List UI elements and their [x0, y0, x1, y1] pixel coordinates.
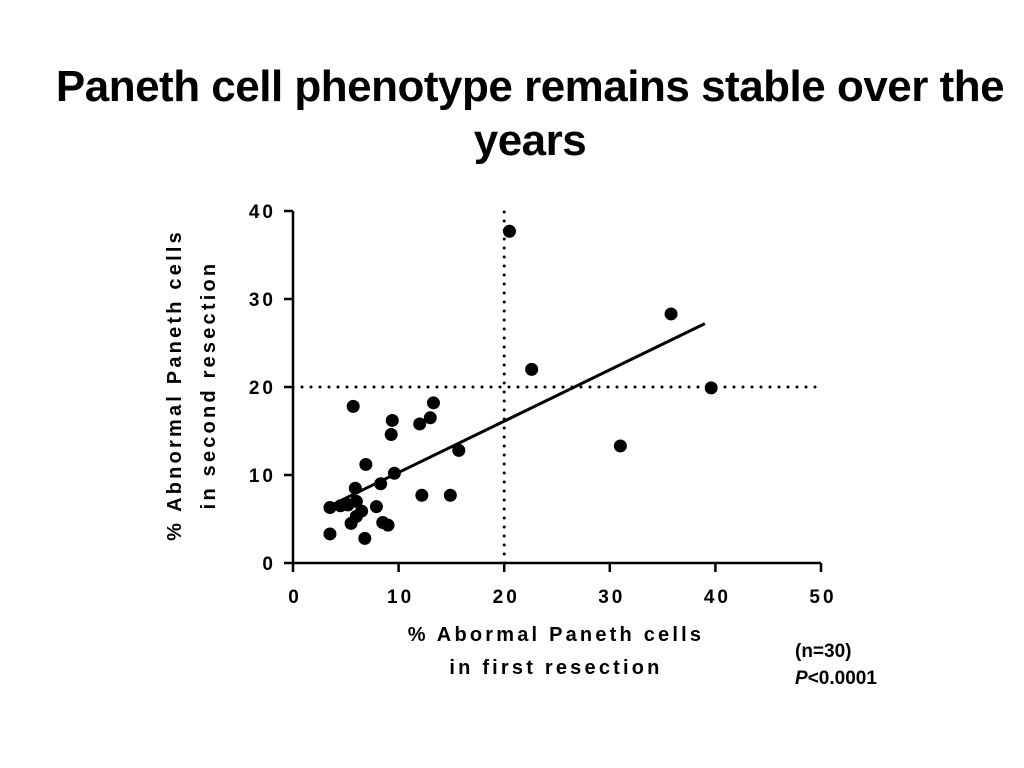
data-point — [359, 457, 373, 471]
data-point — [525, 362, 539, 376]
y-tick-label: 40 — [249, 202, 276, 223]
data-point — [443, 488, 457, 502]
reference-lines — [291, 209, 823, 565]
data-point — [385, 413, 399, 427]
data-point — [348, 481, 362, 495]
x-tick-label: 30 — [598, 587, 625, 608]
data-point — [387, 466, 401, 480]
x-axis-label-line1: % Abormal Paneth cells — [408, 624, 704, 646]
x-tick-label: 0 — [288, 587, 302, 608]
x-tick-label: 40 — [704, 587, 731, 608]
x-tick-label: 20 — [493, 587, 520, 608]
p-value: <0.0001 — [807, 668, 877, 689]
data-point — [704, 381, 718, 395]
regression-line-group — [329, 322, 706, 508]
data-point — [374, 477, 388, 491]
data-point — [664, 307, 678, 321]
axis-labels: % Abormal Paneth cells in first resection… — [164, 229, 704, 679]
slide-title: Paneth cell phenotype remains stable ove… — [55, 62, 1005, 165]
data-point — [613, 439, 627, 453]
data-point — [384, 428, 398, 442]
data-point — [358, 531, 372, 545]
y-tick-label: 20 — [249, 378, 276, 399]
data-point — [349, 494, 363, 508]
chart-axes: 0 10 20 30 40 50 0 10 20 30 40 — [249, 202, 836, 608]
data-point — [415, 488, 429, 502]
data-point — [323, 527, 337, 541]
data-point — [423, 411, 437, 425]
y-tick-label: 10 — [249, 466, 276, 487]
y-axis-label-line2: in second resection — [198, 261, 220, 510]
x-tick-label: 50 — [809, 587, 836, 608]
data-point — [452, 443, 466, 457]
x-axis-label-line2: in first resection — [449, 657, 662, 679]
data-point — [381, 518, 395, 532]
data-point — [346, 399, 360, 413]
data-point — [426, 396, 440, 410]
data-point — [369, 500, 383, 514]
y-tick-label: 0 — [262, 554, 276, 575]
y-tick-label: 30 — [249, 290, 276, 311]
p-value-note: P<0.0001 — [795, 667, 877, 691]
data-point — [355, 504, 369, 518]
sample-size-note: (n=30) — [795, 641, 852, 662]
y-axis-label-line1: % Abnormal Paneth cells — [164, 229, 186, 541]
data-points — [323, 224, 718, 545]
data-point — [502, 224, 516, 238]
data-point — [323, 501, 337, 515]
x-tick-label: 10 — [387, 587, 414, 608]
data-point — [413, 417, 427, 431]
regression-line — [329, 322, 706, 508]
p-symbol: P — [795, 668, 808, 689]
